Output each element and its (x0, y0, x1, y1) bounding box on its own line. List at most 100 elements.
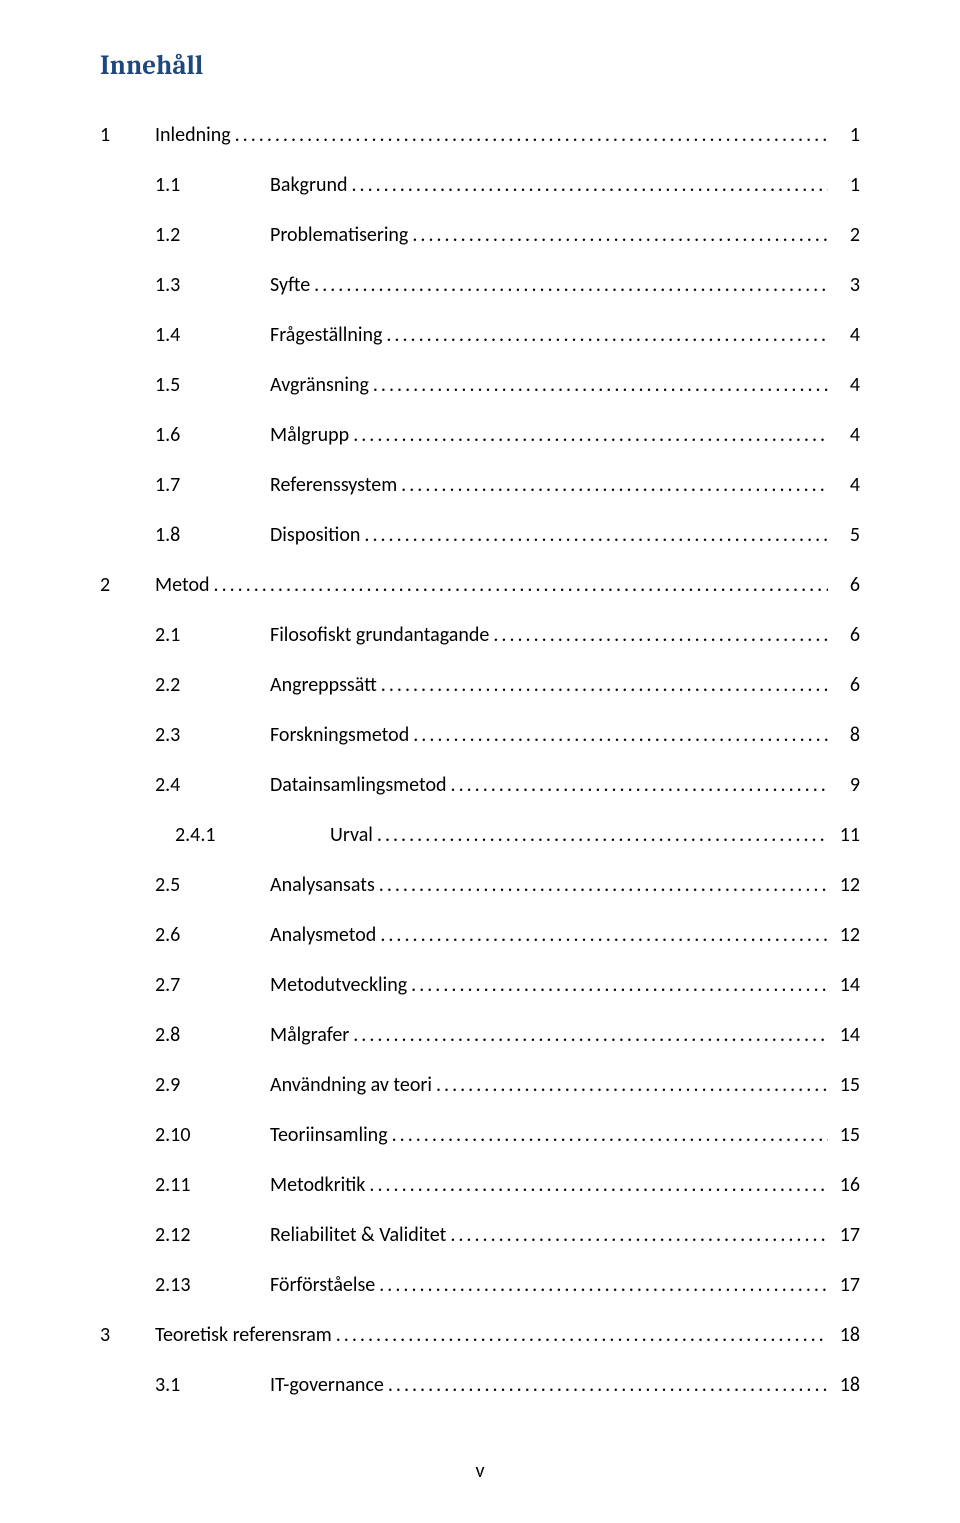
toc-leader-dots (401, 471, 828, 499)
toc-entry-number: 2.13 (100, 1271, 250, 1299)
toc-entry-label: Referenssystem (250, 471, 397, 499)
toc-entry-page: 11 (832, 821, 860, 849)
toc-entry-page: 18 (832, 1371, 860, 1399)
toc-entry-number: 1.8 (100, 521, 250, 549)
toc-entry-number: 1.5 (100, 371, 250, 399)
toc-leader-dots (369, 1171, 828, 1199)
toc-entry: 1.3Syfte 3 (100, 271, 860, 299)
toc-entry-number: 2.5 (100, 871, 250, 899)
toc-leader-dots (380, 921, 828, 949)
toc-entry-label: Metodkritik (250, 1171, 365, 1199)
toc-entry-number: 2.12 (100, 1221, 250, 1249)
toc-entry: 2.10Teoriinsamling 15 (100, 1121, 860, 1149)
toc-entry-number: 1.6 (100, 421, 250, 449)
toc-leader-dots (388, 1371, 828, 1399)
toc-leader-dots (373, 371, 828, 399)
toc-entry: 1.7Referenssystem4 (100, 471, 860, 499)
toc-entry: 1.8Disposition5 (100, 521, 860, 549)
toc-entry: 2.4Datainsamlingsmetod9 (100, 771, 860, 799)
toc-leader-dots (314, 271, 828, 299)
toc-entry: 2.3Forskningsmetod8 (100, 721, 860, 749)
toc-entry-number: 2.2 (100, 671, 250, 699)
toc-entry-label: Målgrafer (250, 1021, 349, 1049)
toc-entry-page: 18 (832, 1321, 860, 1349)
toc-entry-label: Filosofiskt grundantagande (250, 621, 489, 649)
toc-leader-dots (386, 321, 828, 349)
toc-leader-dots (379, 1271, 828, 1299)
toc-entry-page: 4 (832, 421, 860, 449)
toc-entry-label: Målgrupp (250, 421, 349, 449)
toc-entry-label: Syfte (250, 271, 310, 299)
toc-entry-label: Avgränsning (250, 371, 369, 399)
toc-entry-page: 5 (832, 521, 860, 549)
toc-leader-dots (353, 421, 828, 449)
toc-entry-label: Inledning (130, 121, 231, 149)
toc-leader-dots (413, 721, 828, 749)
toc-entry-page: 16 (832, 1171, 860, 1199)
page-title: Innehåll (100, 50, 860, 81)
toc-entry: 2.8Målgrafer 14 (100, 1021, 860, 1049)
toc-entry: 1.1Bakgrund1 (100, 171, 860, 199)
toc-entry-label: Användning av teori (250, 1071, 432, 1099)
toc-leader-dots (493, 621, 828, 649)
toc-entry-page: 4 (832, 371, 860, 399)
toc-entry-label: Reliabilitet & Validitet (250, 1221, 446, 1249)
toc-entry: 2.4.1Urval11 (100, 821, 860, 849)
toc-leader-dots (436, 1071, 828, 1099)
toc-entry-number: 1.2 (100, 221, 250, 249)
toc-entry-number: 1 (100, 121, 130, 149)
toc-entry-number: 3.1 (100, 1371, 250, 1399)
toc-entry-page: 14 (832, 1021, 860, 1049)
toc-entry: 2.13Förförståelse17 (100, 1271, 860, 1299)
toc-entry-label: Angreppssätt (250, 671, 377, 699)
toc-leader-dots (351, 171, 828, 199)
toc-entry-page: 15 (832, 1121, 860, 1149)
toc-entry-number: 1.1 (100, 171, 250, 199)
toc-entry: 2.9Användning av teori 15 (100, 1071, 860, 1099)
toc-entry: 2Metod6 (100, 571, 860, 599)
toc-entry-number: 2.8 (100, 1021, 250, 1049)
toc-entry-label: IT-governance (250, 1371, 384, 1399)
toc-entry-page: 17 (832, 1221, 860, 1249)
toc-entry-page: 4 (832, 471, 860, 499)
toc-entry-page: 9 (832, 771, 860, 799)
toc-entry-page: 6 (832, 621, 860, 649)
toc-leader-dots (353, 1021, 828, 1049)
toc-entry-page: 1 (832, 171, 860, 199)
toc-entry-number: 1.3 (100, 271, 250, 299)
toc-leader-dots (381, 671, 828, 699)
toc-leader-dots (214, 571, 828, 599)
toc-entry: 3.1IT-governance 18 (100, 1371, 860, 1399)
document-page: Innehåll 1Inledning11.1Bakgrund11.2Probl… (0, 0, 960, 1523)
toc-entry-page: 14 (832, 971, 860, 999)
toc-leader-dots (450, 1221, 828, 1249)
toc-leader-dots (336, 1321, 828, 1349)
toc-entry-label: Teoriinsamling (250, 1121, 388, 1149)
toc-entry: 1Inledning1 (100, 121, 860, 149)
toc-entry-page: 17 (832, 1271, 860, 1299)
toc-entry-number: 2.9 (100, 1071, 250, 1099)
toc-entry: 1.6Målgrupp 4 (100, 421, 860, 449)
toc-entry-number: 2.10 (100, 1121, 250, 1149)
toc-entry-page: 3 (832, 271, 860, 299)
toc-entry-page: 6 (832, 671, 860, 699)
toc-entry-page: 15 (832, 1071, 860, 1099)
toc-leader-dots (377, 821, 828, 849)
toc-entry-number: 1.4 (100, 321, 250, 349)
toc-leader-dots (412, 221, 828, 249)
toc-entry: 2.11Metodkritik16 (100, 1171, 860, 1199)
toc-entry-page: 12 (832, 871, 860, 899)
toc-entry-page: 4 (832, 321, 860, 349)
toc-entry-number: 3 (100, 1321, 130, 1349)
toc-entry-number: 2.6 (100, 921, 250, 949)
toc-entry: 1.4Frågeställning 4 (100, 321, 860, 349)
toc-entry: 2.1Filosofiskt grundantagande 6 (100, 621, 860, 649)
toc-entry-number: 2.7 (100, 971, 250, 999)
toc-entry-number: 2.4 (100, 771, 250, 799)
toc-entry-label: Metod (130, 571, 210, 599)
toc-leader-dots (235, 121, 828, 149)
toc-entry-label: Frågeställning (250, 321, 382, 349)
toc-entry-number: 2.1 (100, 621, 250, 649)
toc-entry: 2.12Reliabilitet & Validitet 17 (100, 1221, 860, 1249)
toc-entry-label: Problematisering (250, 221, 408, 249)
